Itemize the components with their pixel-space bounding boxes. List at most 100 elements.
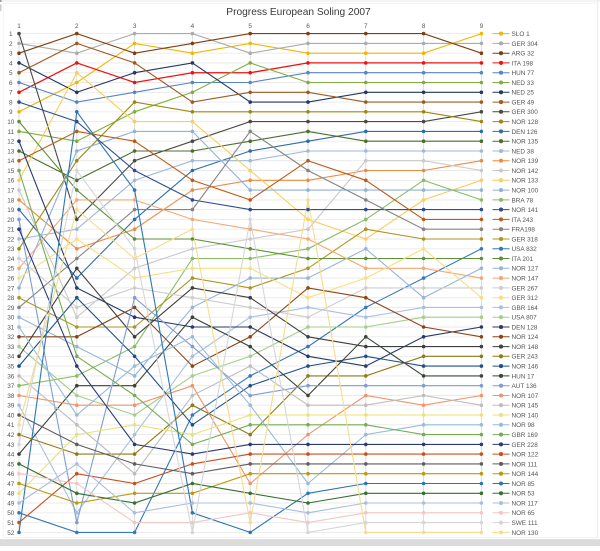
svg-text:9: 9	[9, 109, 13, 116]
svg-text:SWE 111: SWE 111	[512, 520, 538, 527]
svg-text:35: 35	[7, 364, 15, 371]
svg-text:NOR 148: NOR 148	[512, 344, 539, 351]
svg-text:49: 49	[7, 500, 15, 507]
svg-text:50: 50	[7, 510, 15, 517]
svg-text:52: 52	[7, 530, 15, 537]
svg-text:NOR 98: NOR 98	[512, 422, 536, 429]
svg-text:30: 30	[7, 315, 15, 322]
svg-text:37: 37	[7, 383, 15, 390]
svg-text:42: 42	[7, 432, 15, 439]
svg-text:NOR 111: NOR 111	[512, 461, 538, 468]
svg-text:46: 46	[7, 471, 15, 478]
svg-text:5: 5	[248, 23, 252, 30]
svg-text:NED 33: NED 33	[512, 80, 535, 87]
svg-text:Progress European Soling 2007: Progress European Soling 2007	[226, 7, 371, 18]
svg-text:16: 16	[7, 178, 15, 185]
svg-text:NOR 139: NOR 139	[512, 158, 539, 165]
svg-text:1: 1	[9, 31, 13, 38]
svg-text:27: 27	[7, 285, 15, 292]
svg-text:20: 20	[7, 217, 15, 224]
svg-text:33: 33	[7, 344, 15, 351]
svg-text:NOR 130: NOR 130	[512, 530, 539, 537]
svg-text:GBR 164: GBR 164	[512, 305, 539, 312]
svg-text:15: 15	[7, 168, 15, 175]
svg-text:41: 41	[7, 422, 15, 429]
svg-text:NOR 53: NOR 53	[512, 491, 536, 498]
svg-text:GER 304: GER 304	[512, 41, 539, 48]
svg-text:32: 32	[7, 334, 15, 341]
svg-text:ITA 198: ITA 198	[512, 60, 534, 67]
svg-text:NED 38: NED 38	[512, 148, 535, 155]
svg-text:USA 807: USA 807	[512, 315, 538, 322]
svg-text:NOR 124: NOR 124	[512, 334, 539, 341]
svg-text:51: 51	[7, 520, 15, 527]
svg-text:10: 10	[7, 119, 15, 126]
svg-text:1: 1	[17, 23, 21, 30]
svg-text:NOR 128: NOR 128	[512, 119, 539, 126]
svg-text:BRA 78: BRA 78	[512, 197, 534, 204]
svg-text:NOR 65: NOR 65	[512, 510, 536, 517]
svg-text:22: 22	[7, 236, 15, 243]
svg-text:NOR 141: NOR 141	[512, 207, 539, 214]
svg-text:7: 7	[9, 90, 13, 97]
svg-text:9: 9	[480, 23, 484, 30]
svg-text:5: 5	[9, 70, 13, 77]
svg-text:NOR 147: NOR 147	[512, 276, 539, 283]
svg-text:45: 45	[7, 461, 15, 468]
svg-text:NOR 135: NOR 135	[512, 139, 539, 146]
svg-text:34: 34	[7, 354, 15, 361]
svg-text:NOR 133: NOR 133	[512, 178, 539, 185]
svg-text:4: 4	[191, 23, 195, 30]
svg-text:7: 7	[364, 23, 368, 30]
svg-text:6: 6	[306, 23, 310, 30]
svg-text:NOR 85: NOR 85	[512, 481, 536, 488]
svg-text:2: 2	[9, 41, 13, 48]
svg-text:GER 312: GER 312	[512, 295, 539, 302]
svg-text:48: 48	[7, 491, 15, 498]
svg-text:2: 2	[75, 23, 79, 30]
svg-text:17: 17	[7, 188, 15, 195]
svg-text:40: 40	[7, 412, 15, 419]
svg-text:4: 4	[9, 60, 13, 67]
svg-text:43: 43	[7, 442, 15, 449]
svg-text:8: 8	[9, 100, 13, 107]
svg-text:6: 6	[9, 80, 13, 87]
svg-text:NOR 144: NOR 144	[512, 471, 539, 478]
svg-text:29: 29	[7, 305, 15, 312]
svg-text:GER 228: GER 228	[512, 442, 539, 449]
svg-text:21: 21	[7, 227, 15, 234]
svg-text:GER 300: GER 300	[512, 109, 539, 116]
svg-text:31: 31	[7, 324, 15, 331]
svg-text:25: 25	[7, 266, 15, 273]
svg-text:HUN 77: HUN 77	[512, 70, 535, 77]
svg-text:GER 267: GER 267	[512, 285, 539, 292]
svg-text:NOR 100: NOR 100	[512, 188, 539, 195]
svg-text:23: 23	[7, 246, 15, 253]
svg-text:3: 3	[9, 51, 13, 58]
svg-text:DEN 128: DEN 128	[512, 324, 538, 331]
svg-text:3: 3	[133, 23, 137, 30]
svg-text:FRA198: FRA198	[512, 227, 536, 234]
svg-text:NOR 122: NOR 122	[512, 452, 539, 459]
svg-text:HUN 17: HUN 17	[512, 373, 535, 380]
svg-text:13: 13	[7, 148, 15, 155]
svg-text:18: 18	[7, 197, 15, 204]
svg-text:NOR 145: NOR 145	[512, 403, 539, 410]
svg-text:NOR 107: NOR 107	[512, 393, 539, 400]
svg-text:ARG 32: ARG 32	[512, 51, 535, 58]
svg-text:NOR 142: NOR 142	[512, 168, 539, 175]
svg-text:NOR 140: NOR 140	[512, 412, 539, 419]
svg-text:36: 36	[7, 373, 15, 380]
svg-text:USA 832: USA 832	[512, 246, 538, 253]
svg-text:NOR 127: NOR 127	[512, 266, 539, 273]
svg-text:AUT 136: AUT 136	[512, 383, 538, 390]
svg-text:GER 318: GER 318	[512, 236, 539, 243]
svg-text:28: 28	[7, 295, 15, 302]
svg-text:NOR 117: NOR 117	[512, 500, 539, 507]
svg-text:DEN 126: DEN 126	[512, 129, 538, 136]
svg-text:11: 11	[7, 129, 14, 136]
svg-text:SLO 1: SLO 1	[512, 31, 531, 38]
svg-text:GER 243: GER 243	[512, 354, 539, 361]
svg-text:GBR 169: GBR 169	[512, 432, 539, 439]
svg-text:39: 39	[7, 403, 15, 410]
